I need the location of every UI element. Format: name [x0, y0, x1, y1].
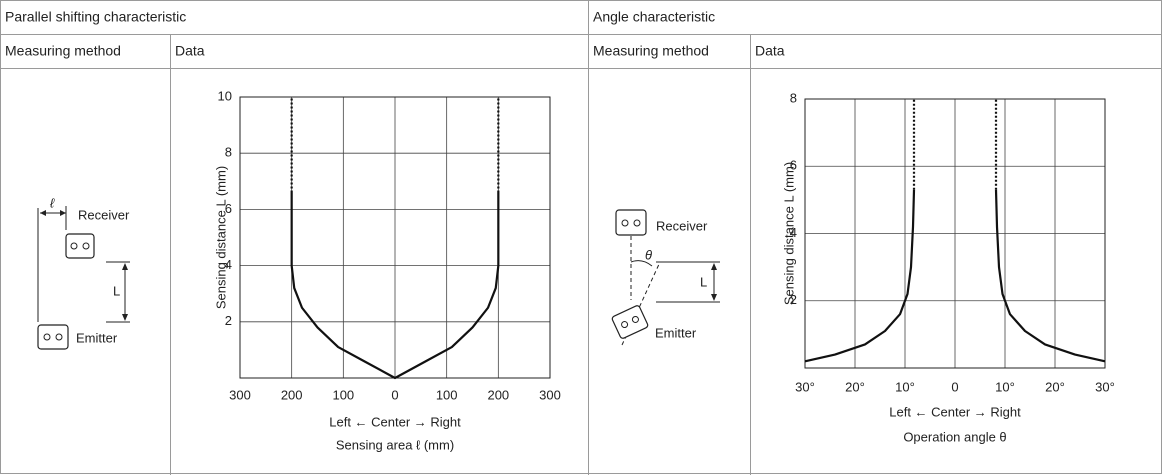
x-direction-label: Left ← Center → Right [889, 404, 1021, 419]
x-axis-label: Sensing area ℓ (mm) [336, 437, 454, 452]
x-tick-label: 30° [1095, 379, 1115, 394]
x-tick-label: 0 [391, 387, 398, 402]
receiver-label: Receiver [656, 218, 708, 233]
column-header: Data [175, 43, 205, 59]
x-direction-label: Left ← Center → Right [329, 414, 461, 429]
emitter-icon [37, 324, 69, 350]
x-tick-label: 300 [229, 387, 251, 402]
emitter-icon [611, 305, 649, 339]
distance-label: L [113, 283, 120, 298]
y-axis-label: Sensing distance L (mm) [781, 162, 796, 305]
y-tick-label: 6 [790, 158, 797, 173]
y-tick-label: 8 [790, 90, 797, 105]
emitter-icon-group [611, 305, 649, 339]
arrow-head [40, 210, 46, 216]
emitter-label: Emitter [76, 330, 118, 345]
x-axis-label: Operation angle θ [903, 429, 1006, 444]
arrow-head [122, 263, 128, 270]
arrow-head [60, 210, 66, 216]
column-header: Data [755, 43, 785, 59]
section-title: Parallel shifting characteristic [5, 9, 186, 25]
data-line [994, 189, 1106, 363]
data-line [804, 189, 916, 363]
x-tick-label: 10° [895, 379, 915, 394]
distance-label: L [700, 274, 707, 289]
x-tick-label: 30° [795, 379, 815, 394]
angle-arc [630, 260, 653, 267]
receiver-label: Receiver [78, 207, 130, 222]
y-tick-label: 4 [790, 225, 797, 240]
x-tick-label: 10° [995, 379, 1015, 394]
emitter-label: Emitter [655, 325, 697, 340]
column-header: Measuring method [593, 43, 709, 59]
icon-detail [621, 219, 629, 227]
x-tick-label: 20° [1045, 379, 1065, 394]
icon-detail [55, 333, 63, 341]
x-tick-label: 200 [487, 387, 509, 402]
angle-label: θ [645, 247, 652, 262]
icon-detail [43, 333, 51, 341]
plot-frame [804, 98, 1106, 369]
y-tick-label: 4 [225, 257, 232, 272]
icon-detail [82, 242, 90, 250]
parallel-diagram: ℓ Receiver L Emitter [37, 195, 130, 350]
y-tick-label: 6 [225, 201, 232, 216]
icon-detail [631, 315, 639, 323]
icon-detail [633, 219, 641, 227]
x-tick-label: 100 [332, 387, 354, 402]
x-tick-label: 300 [539, 387, 561, 402]
data-line [290, 192, 500, 380]
icon-detail [621, 321, 629, 329]
y-tick-label: 2 [225, 313, 232, 328]
receiver-icon [615, 209, 647, 236]
x-tick-label: 200 [281, 387, 303, 402]
receiver-icon [65, 233, 95, 259]
column-header: Measuring method [5, 43, 121, 59]
icon-detail [70, 242, 78, 250]
x-tick-label: 0 [951, 379, 958, 394]
x-tick-label: 20° [845, 379, 865, 394]
y-tick-label: 8 [225, 145, 232, 160]
section-title: Angle characteristic [593, 9, 715, 25]
y-tick-label: 2 [790, 292, 797, 307]
angle-diagram: Receiver θ L Emitter [611, 209, 720, 346]
y-tick-label: 10 [218, 88, 232, 103]
arrow-head [122, 314, 128, 321]
offset-label: ℓ [50, 195, 55, 210]
x-tick-label: 100 [436, 387, 458, 402]
arrow-head [711, 294, 717, 301]
arrow-head [711, 263, 717, 270]
y-axis-label: Sensing distance L (mm) [213, 166, 228, 309]
